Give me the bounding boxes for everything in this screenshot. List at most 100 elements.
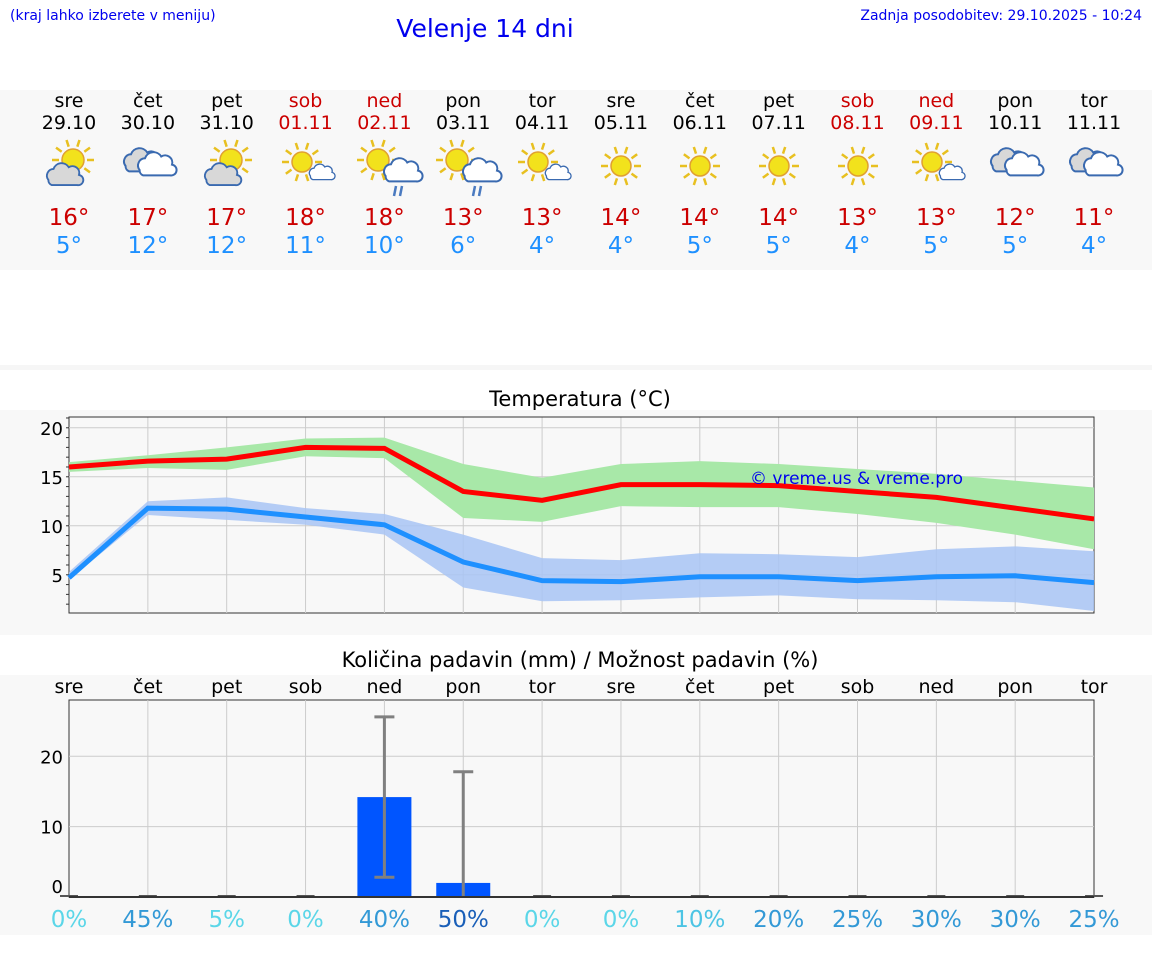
day-name: čet <box>685 90 715 112</box>
forecast-day: sre 05.11 14° 4° <box>581 90 661 260</box>
day-name: sob <box>288 90 323 112</box>
precip-probability: 30% <box>911 907 962 933</box>
day-label: pon <box>997 676 1033 698</box>
partly-cloudy-icon <box>29 134 109 204</box>
temperature-chart-title: Temperatura (°C) <box>489 387 671 411</box>
location-hint: (kraj lahko izberete v meniju) <box>10 8 216 24</box>
forecast-day: pon 03.11 13° 6° <box>423 90 503 260</box>
day-date: 04.11 <box>514 112 570 134</box>
plot-area <box>68 699 1095 898</box>
watermark: © vreme.us & vreme.pro <box>750 469 963 489</box>
forecast-day: čet 30.10 17° 12° <box>108 90 188 260</box>
day-label: sre <box>606 676 635 698</box>
y-tick-label: 20 <box>40 747 63 768</box>
day-date: 05.11 <box>593 112 649 134</box>
min-temp-line <box>67 505 1095 586</box>
min-temp: 12° <box>206 233 248 259</box>
day-name: pon <box>997 90 1034 112</box>
min-temp: 10° <box>364 233 405 259</box>
max-temp: 14° <box>679 205 721 231</box>
cloudy-icon <box>108 134 188 204</box>
forecast-day: tor 11.11 11° 4° <box>1054 90 1134 260</box>
day-date: 29.10 <box>41 112 97 134</box>
min-temp: 5° <box>686 233 713 259</box>
day-date: 08.11 <box>830 112 885 134</box>
precip-probability: 50% <box>438 907 489 933</box>
max-temp: 12° <box>994 205 1036 231</box>
min-temp: 4° <box>1080 233 1108 259</box>
day-label: sob <box>289 676 323 698</box>
max-temp: 17° <box>206 205 248 231</box>
max-temp: 11° <box>1073 205 1115 231</box>
day-name: sre <box>606 90 636 112</box>
forecast-day: sob 01.11 18° 11° <box>266 90 346 260</box>
day-name: pet <box>763 90 795 112</box>
forecast-day: sre 29.10 16° 5° <box>29 90 109 260</box>
min-temp: 6° <box>450 233 477 259</box>
forecast-day: ned 02.11 18° 10° <box>344 90 424 260</box>
precip-probability: 0% <box>287 907 324 933</box>
mostly-sunny-icon <box>896 134 976 204</box>
day-label: sob <box>841 676 875 698</box>
y-tick-label: 10 <box>40 517 63 538</box>
day-name: tor <box>528 90 556 112</box>
day-name: ned <box>366 90 403 112</box>
max-temp: 18° <box>285 205 326 231</box>
precip-probability: 5% <box>208 907 245 933</box>
forecast-day: sob 08.11 13° 4° <box>818 90 898 260</box>
max-temp: 16° <box>48 205 90 231</box>
day-date: 11.11 <box>1066 112 1122 134</box>
precipitation-chart-title: Količina padavin (mm) / Možnost padavin … <box>341 648 819 672</box>
mostly-sunny-icon <box>502 134 582 204</box>
day-label: pon <box>445 676 481 698</box>
day-date: 06.11 <box>672 112 727 134</box>
day-label: pet <box>211 676 242 698</box>
day-name: tor <box>1080 90 1108 112</box>
max-temp: 14° <box>758 205 800 231</box>
precip-probability: 25% <box>832 907 883 933</box>
day-label: ned <box>918 676 954 698</box>
sunny-icon <box>581 134 661 204</box>
sunny-icon <box>739 134 819 204</box>
min-temp: 5° <box>1002 233 1029 259</box>
day-date: 10.11 <box>987 112 1043 134</box>
day-label: tor <box>529 676 556 698</box>
precip-probability: 25% <box>1068 907 1119 933</box>
max-temp-line <box>68 444 1095 522</box>
sun-rain-icon <box>423 134 503 204</box>
partly-cloudy-icon <box>187 134 267 204</box>
max-temp: 13° <box>442 205 484 231</box>
forecast-day: tor 04.11 13° 4° <box>502 90 582 260</box>
max-temp: 17° <box>127 205 169 231</box>
precip-probability: 10% <box>674 907 725 933</box>
min-temp: 5° <box>765 233 792 259</box>
max-temp: 18° <box>364 205 405 231</box>
day-label: čet <box>133 676 163 698</box>
sun-rain-icon <box>344 134 424 204</box>
sunny-icon <box>660 134 740 204</box>
forecast-day: pet 07.11 14° 5° <box>739 90 819 260</box>
y-tick-label: 0 <box>52 877 63 898</box>
day-label: pet <box>763 676 794 698</box>
day-date: 02.11 <box>357 112 412 134</box>
min-temp: 4° <box>844 233 871 259</box>
mostly-sunny-icon <box>266 134 346 204</box>
precip-probability: 30% <box>990 907 1041 933</box>
page-title: Velenje 14 dni <box>396 14 574 43</box>
day-label: ned <box>367 676 403 698</box>
max-temp: 13° <box>915 205 957 231</box>
max-temp: 13° <box>837 205 878 231</box>
y-tick-label: 10 <box>40 818 63 839</box>
last-updated: Zadnja posodobitev: 29.10.2025 - 10:24 <box>860 8 1142 24</box>
day-date: 03.11 <box>436 112 491 134</box>
precip-probability: 0% <box>603 907 640 933</box>
day-date: 07.11 <box>751 112 806 134</box>
forecast-day: ned 09.11 13° 5° <box>896 90 976 260</box>
min-temp: 4° <box>529 233 556 259</box>
precip-probability: 40% <box>359 907 410 933</box>
precip-probability: 0% <box>51 907 88 933</box>
forecast-day: čet 06.11 14° 5° <box>660 90 740 260</box>
min-temp: 5° <box>55 233 83 259</box>
